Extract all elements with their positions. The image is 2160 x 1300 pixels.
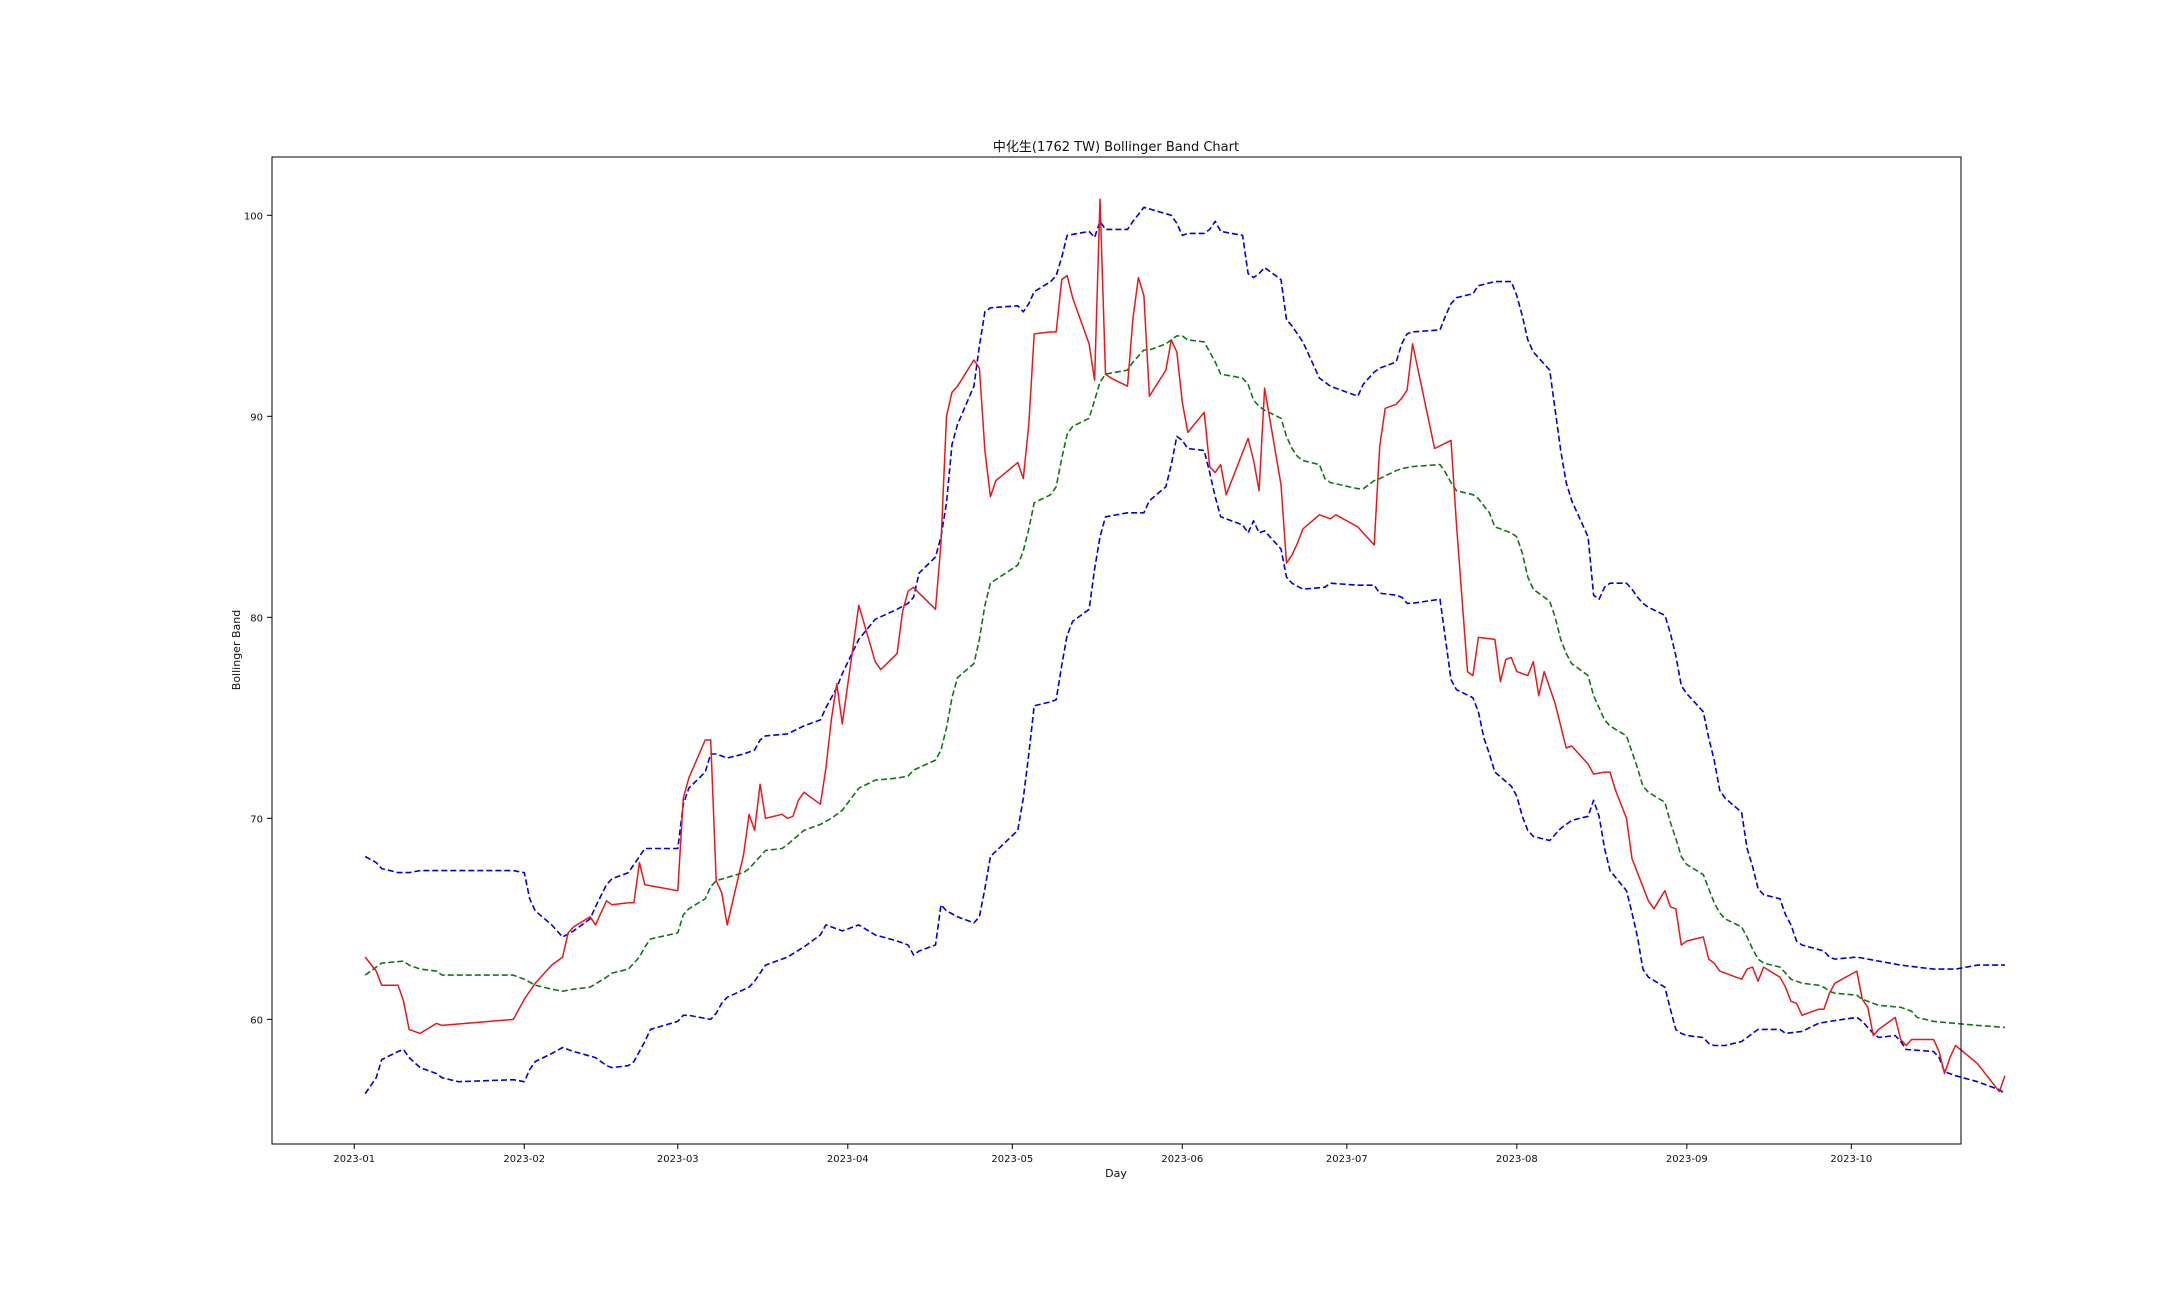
x-tick-label: 2023-09 [1666,1154,1708,1165]
x-tick-label: 2023-05 [991,1154,1033,1165]
x-tick-label: 2023-10 [1830,1154,1872,1165]
x-tick-label: 2023-01 [333,1154,375,1165]
lower-series-line [364,435,2006,1095]
x-tick-label: 2023-08 [1496,1154,1538,1165]
y-tick-label: 70 [250,814,263,825]
upper-series-line [364,206,2005,970]
y-axis-label: Bollinger Band [230,610,243,690]
x-tick-label: 2023-04 [827,1154,869,1165]
x-axis: 2023-01 2023-02 2023-03 2023-04 2023-05 2023-… [333,1144,1872,1165]
chart-title: 中化生(1762 TW) Bollinger Band Chart [993,140,1239,155]
plot-frame [271,156,1962,1145]
y-tick-label: 90 [250,412,263,423]
x-tick-label: 2023-07 [1326,1154,1368,1165]
middle-series-line [364,335,2005,1029]
y-axis: 60 70 80 90 100 [244,211,272,1026]
x-tick-label: 2023-02 [503,1154,545,1165]
series-layer [364,198,2006,1095]
x-axis-label: Day [1105,1167,1127,1180]
y-tick-label: 100 [244,211,263,222]
y-tick-label: 80 [250,613,263,624]
y-tick-label: 60 [250,1015,263,1026]
x-tick-label: 2023-03 [657,1154,699,1165]
x-tick-label: 2023-06 [1161,1154,1203,1165]
price-series-line [364,198,2006,1093]
